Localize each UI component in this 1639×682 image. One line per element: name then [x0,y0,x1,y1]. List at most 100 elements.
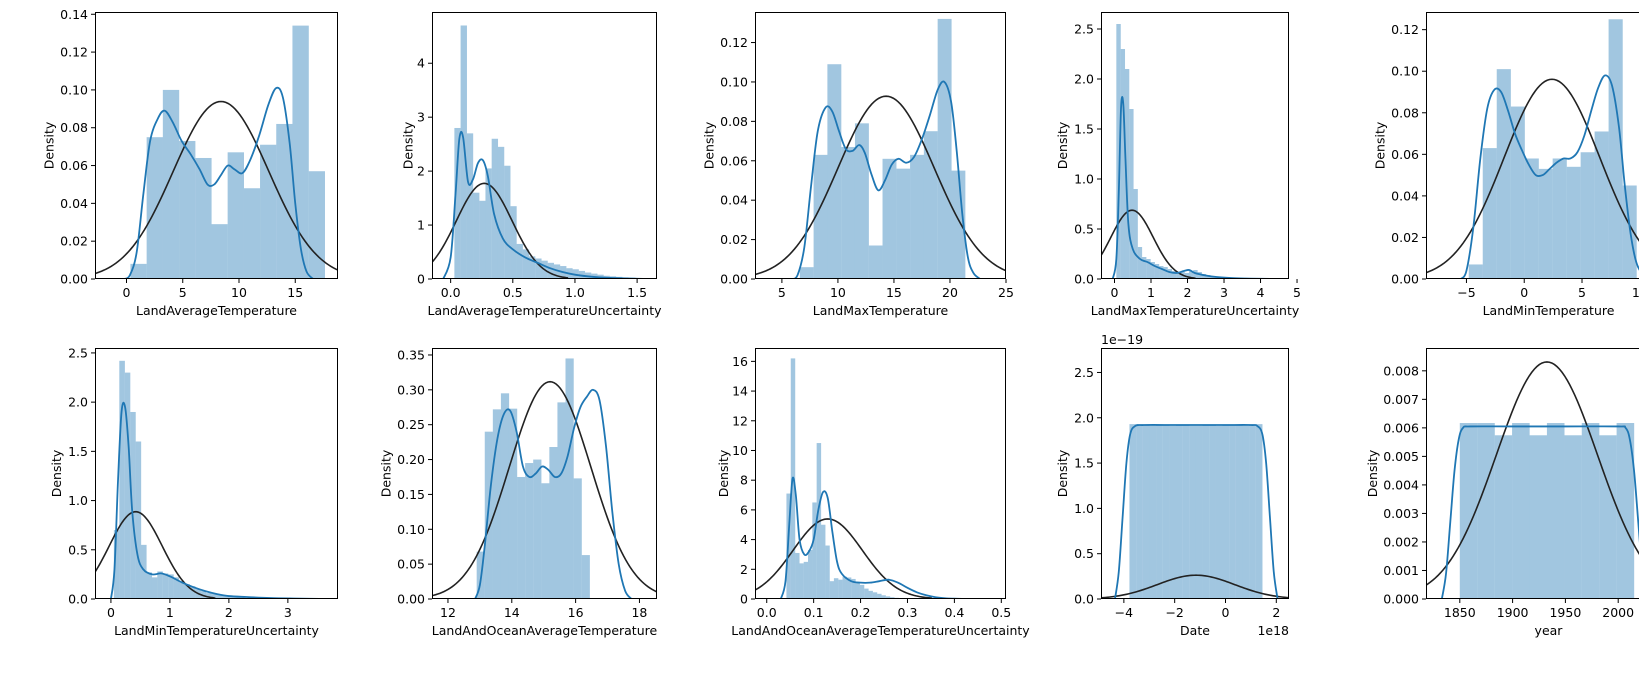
histogram-bar [1512,423,1530,599]
histogram-bar [803,561,809,599]
plot-area [432,25,650,279]
histogram-bar [1167,269,1172,279]
histogram-bar [1142,425,1150,599]
histogram-bar [1206,275,1211,279]
histogram-bar [1242,425,1250,599]
histogram-bar [813,154,828,279]
normal-fit-line [95,100,338,275]
histogram-bar [216,595,223,599]
x-tick-label: 0 [123,285,131,300]
kde-line [442,130,650,279]
x-axis-label: LandMaxTemperatureUncertainty [1091,303,1300,318]
x-tick-label: 1850 [1444,605,1476,620]
axes-frame [432,12,657,279]
y-tick-label: 0.20 [397,452,425,467]
histogram-bar [1477,423,1495,599]
histogram-bar [923,131,938,279]
histogram-bar [517,476,526,599]
histogram-bar [528,256,536,279]
histogram-bar [466,133,474,279]
x-axis-label: LandMinTemperatureUncertainty [114,623,319,638]
histogram-bar [195,157,212,279]
subplot-lminu: 0 1 2 3 0.0 0.5 1.0 1.5 2.0 2.5 LandMinTemperature… [49,345,338,638]
histogram-bar [841,146,856,279]
y-axis-label: Density [701,121,716,169]
subplot-laoatu: 0.0 0.1 0.2 0.3 0.4 0.5 0 2 4 6 8 10 12 14 16 LandAndOc… [716,348,1030,638]
histogram-bar [842,576,848,599]
normal-fit-line [1426,78,1639,274]
histogram-bar [508,408,518,599]
y-axis-label: Density [1055,121,1070,169]
y-tick-label: 0.5 [68,542,88,557]
y-tick-label: 0.06 [60,158,88,173]
histogram-bar [1156,425,1163,599]
histogram-bar [1510,106,1525,279]
histogram-bar [1176,272,1181,279]
histogram-bar [557,402,566,599]
x-tick-label: 0.1 [804,605,824,620]
x-tick-label: 20 [942,285,958,300]
y-tick-label: 0.04 [60,196,88,211]
histogram-bar [157,571,163,599]
x-tick-label: 15 [886,285,902,300]
histogram-bar [1564,435,1582,599]
x-tick-label: 0.3 [898,605,918,620]
y-tick-label: 1 [417,218,425,233]
histogram-bar [454,127,461,279]
histogram-bar [795,552,800,599]
y-tick-label: 0.0 [68,592,88,607]
x-tick-label: 0.5 [991,605,1011,620]
x-tick-label: −5 [1457,285,1475,300]
histogram-bar [211,594,218,599]
histogram-bar [877,593,882,599]
x-tick-label: 0.0 [441,285,461,300]
subplot-latu: 0.0 0.5 1.0 1.5 0 1 2 3 4 LandAverageTemperatureU… [401,12,662,318]
x-tick-label: 3 [1220,285,1228,300]
histogram-bar [829,581,835,599]
histogram-bar [1538,168,1553,279]
histogram-bar [510,206,517,279]
plot-area [755,358,964,599]
y-axis-label: Density [1372,121,1387,169]
y-tick-label: 0.02 [60,234,88,249]
histogram-bar [473,192,480,279]
histogram-bar [846,577,852,599]
x-axis-label: Date [1180,623,1210,638]
histogram-bar [1149,425,1157,599]
normal-fit-line [95,510,216,599]
histogram-bar [1215,425,1223,599]
x-tick-label: 0 [1222,605,1230,620]
y-tick-label: 0.00 [397,592,425,607]
histogram-bar [581,555,590,599]
x-axis-label: LandAndOceanAverageTemperature [432,623,658,638]
subplot-date: −4 −2 0 2 0.0 0.5 1.0 1.5 2.0 2.5 Date Density 1e18 1… [1055,332,1289,638]
y-tick-label: 2.5 [1074,22,1094,37]
histogram-bar [1133,189,1138,279]
x-tick-label: 0.5 [503,285,523,300]
histogram-bar [896,168,911,279]
kde-line [123,86,314,279]
y-tick-label: 0.003 [1383,506,1419,521]
histogram-bar [855,582,860,599]
y-tick-label: 0.0 [1074,592,1094,607]
histogram-bar [1524,158,1539,279]
subplot-lat: 0 5 10 15 0.00 0.02 0.04 0.06 0.08 0.10 0.12 0.14 La… [41,7,338,318]
histogram-bar [1182,425,1190,599]
y-axis-label: Density [716,449,731,497]
y-tick-label: 0.10 [397,522,425,537]
x-offset-label: 1e18 [1257,623,1289,638]
x-tick-label: 5 [1293,285,1301,300]
axes-frame [1426,12,1639,279]
histogram-bar [124,372,131,599]
y-tick-label: 0.02 [720,232,748,247]
y-tick-label: 0.006 [1383,420,1419,435]
y-tick-label: 0.04 [1391,188,1419,203]
histogram-bar [1202,425,1210,599]
histogram-bar [1222,425,1230,599]
histogram-bar [1468,264,1483,279]
x-tick-label: 1.0 [565,285,585,300]
histogram-bar [1141,257,1147,279]
histogram-bar [146,137,163,279]
histogram-bar [206,593,212,599]
y-tick-label: 0.10 [60,82,88,97]
